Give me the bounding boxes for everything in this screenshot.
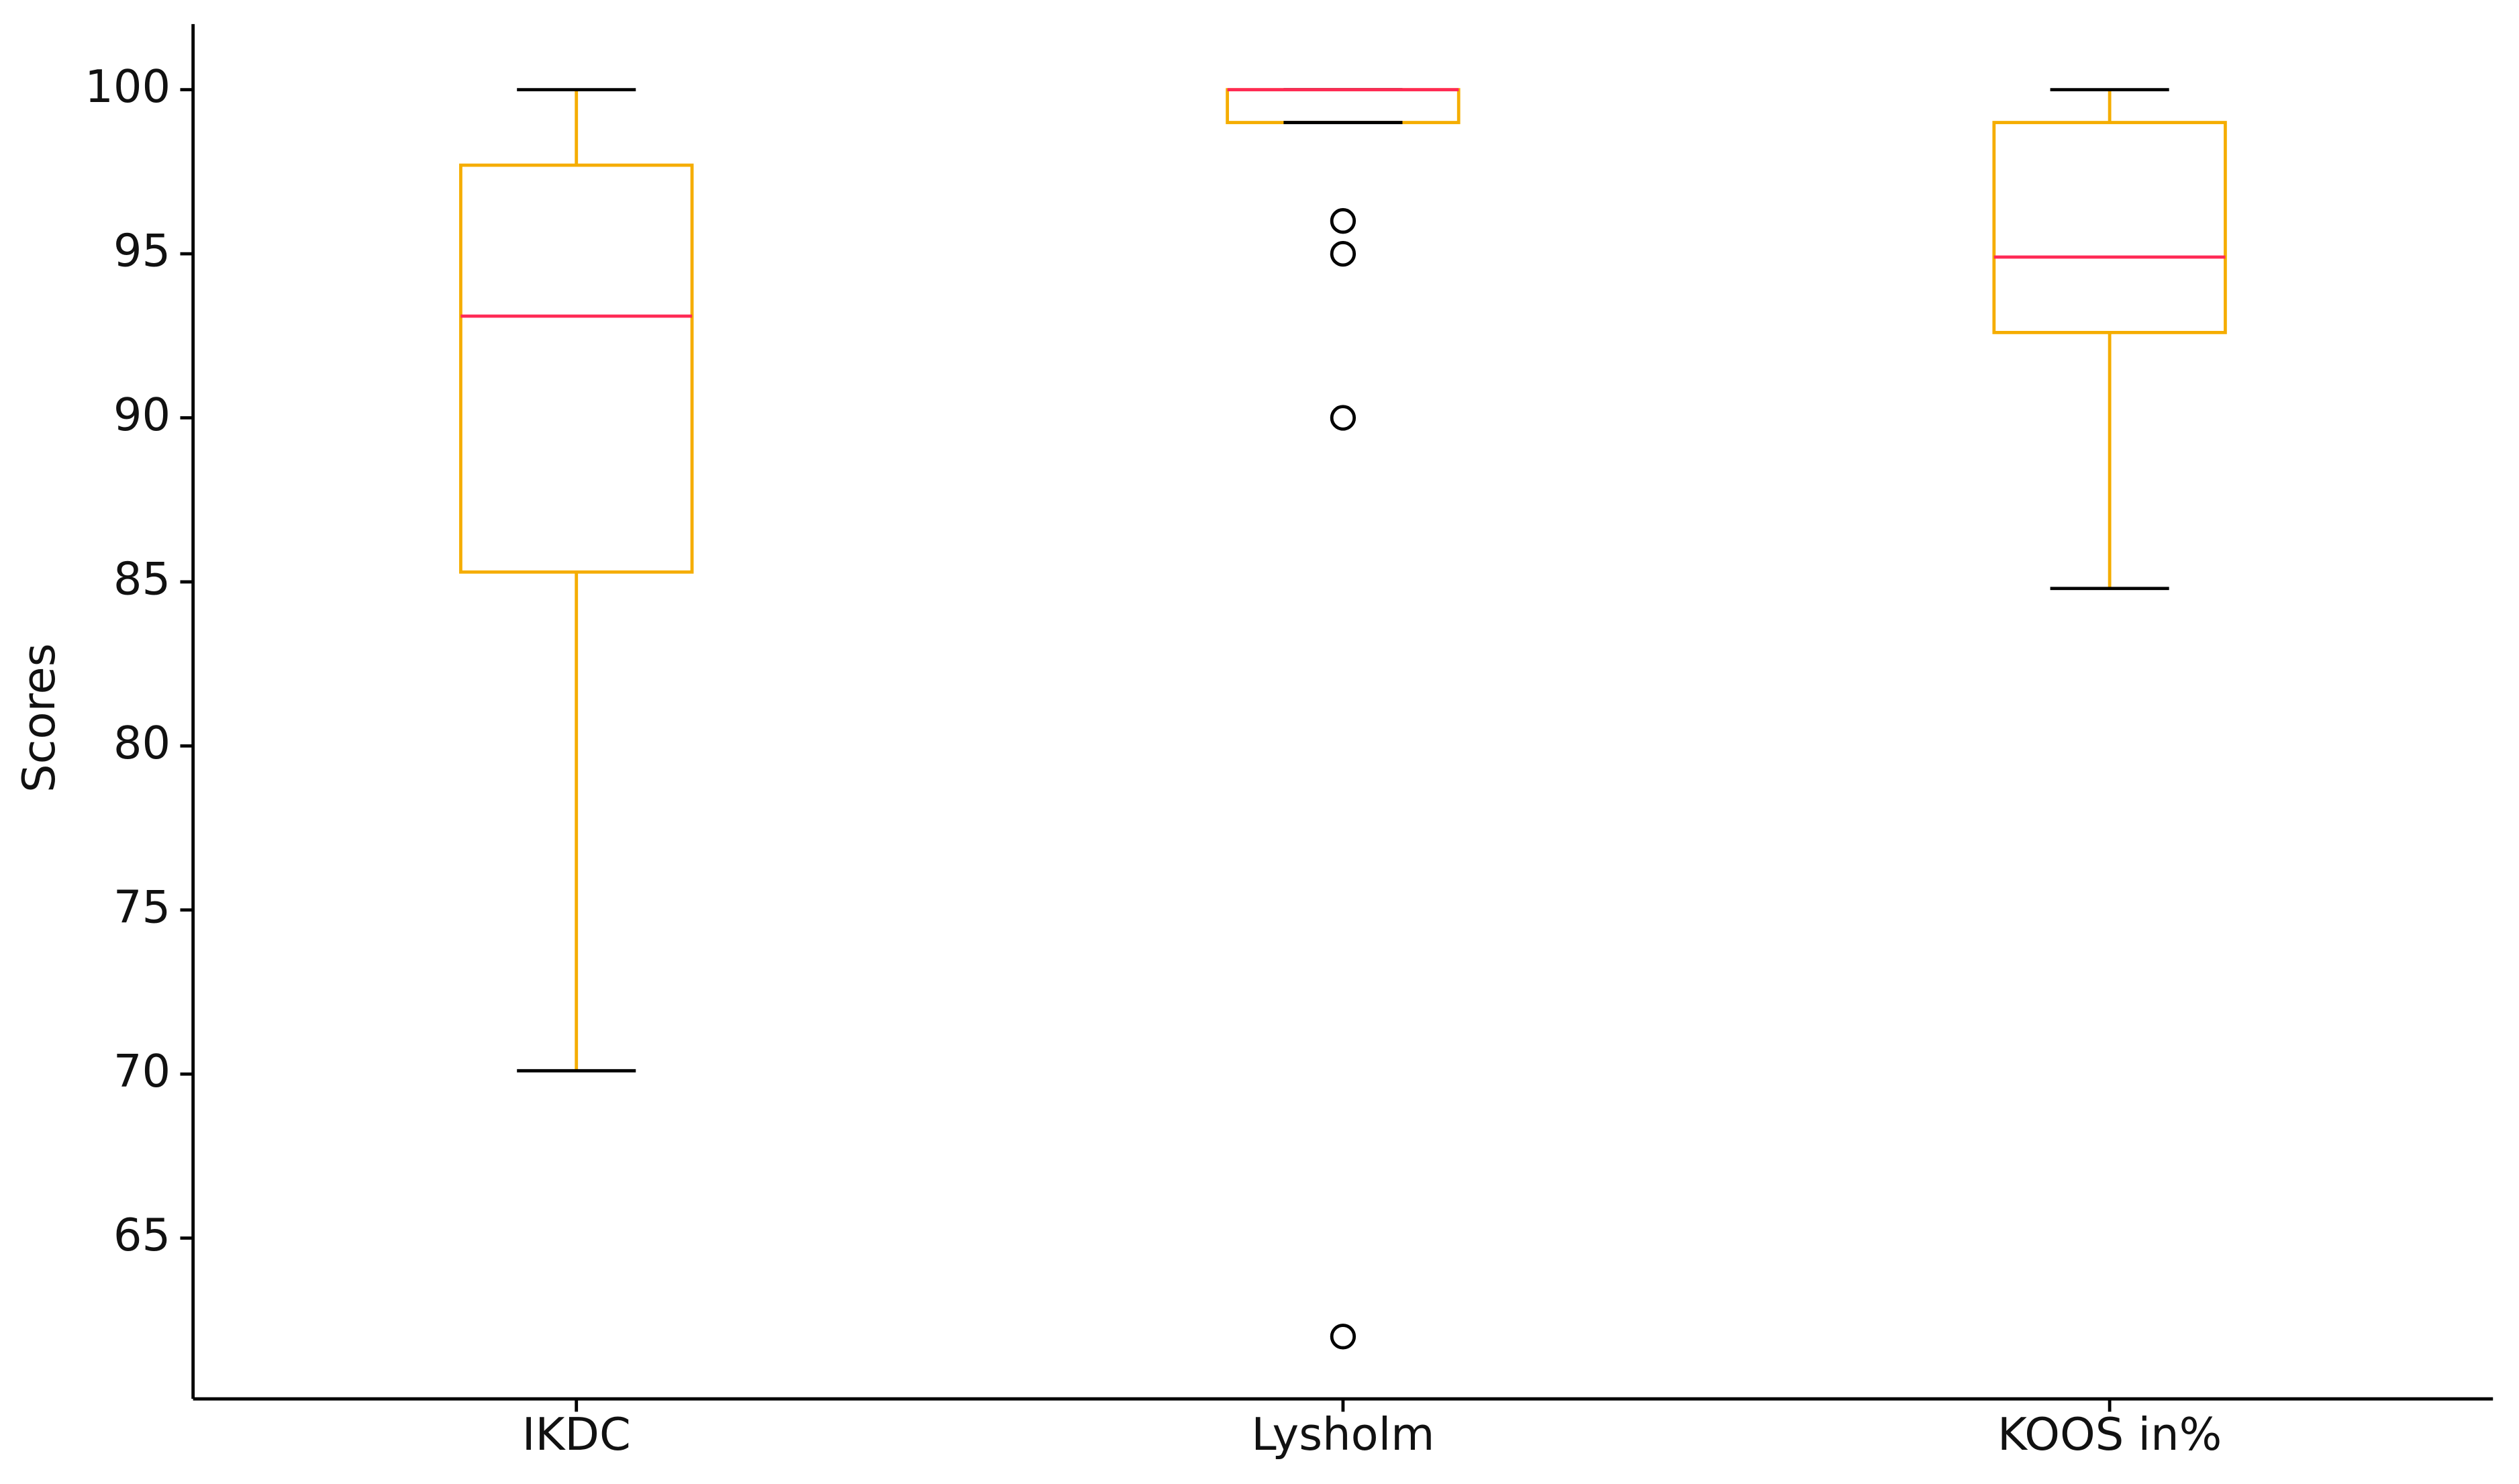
y-tick-label: 95 (113, 225, 170, 277)
y-tick-label: 75 (113, 881, 170, 933)
outlier (1330, 240, 1356, 267)
y-tick-label: 80 (113, 717, 170, 769)
outlier (1330, 208, 1356, 234)
x-tick-label: Lysholm (1251, 1408, 1434, 1461)
box (1992, 121, 2227, 334)
y-tick-label: 70 (113, 1045, 170, 1097)
y-tick-label: 90 (113, 389, 170, 441)
y-tick-label: 65 (113, 1209, 170, 1261)
outlier (1330, 405, 1356, 431)
y-tick-label: 85 (113, 552, 170, 605)
x-tick-label: IKDC (522, 1408, 631, 1461)
box (459, 163, 694, 574)
y-axis-label: Scores (13, 643, 65, 793)
box (1226, 88, 1461, 124)
outlier (1330, 1324, 1356, 1350)
y-tick-label: 100 (85, 60, 170, 113)
x-tick-label: KOOS in% (1997, 1408, 2222, 1461)
